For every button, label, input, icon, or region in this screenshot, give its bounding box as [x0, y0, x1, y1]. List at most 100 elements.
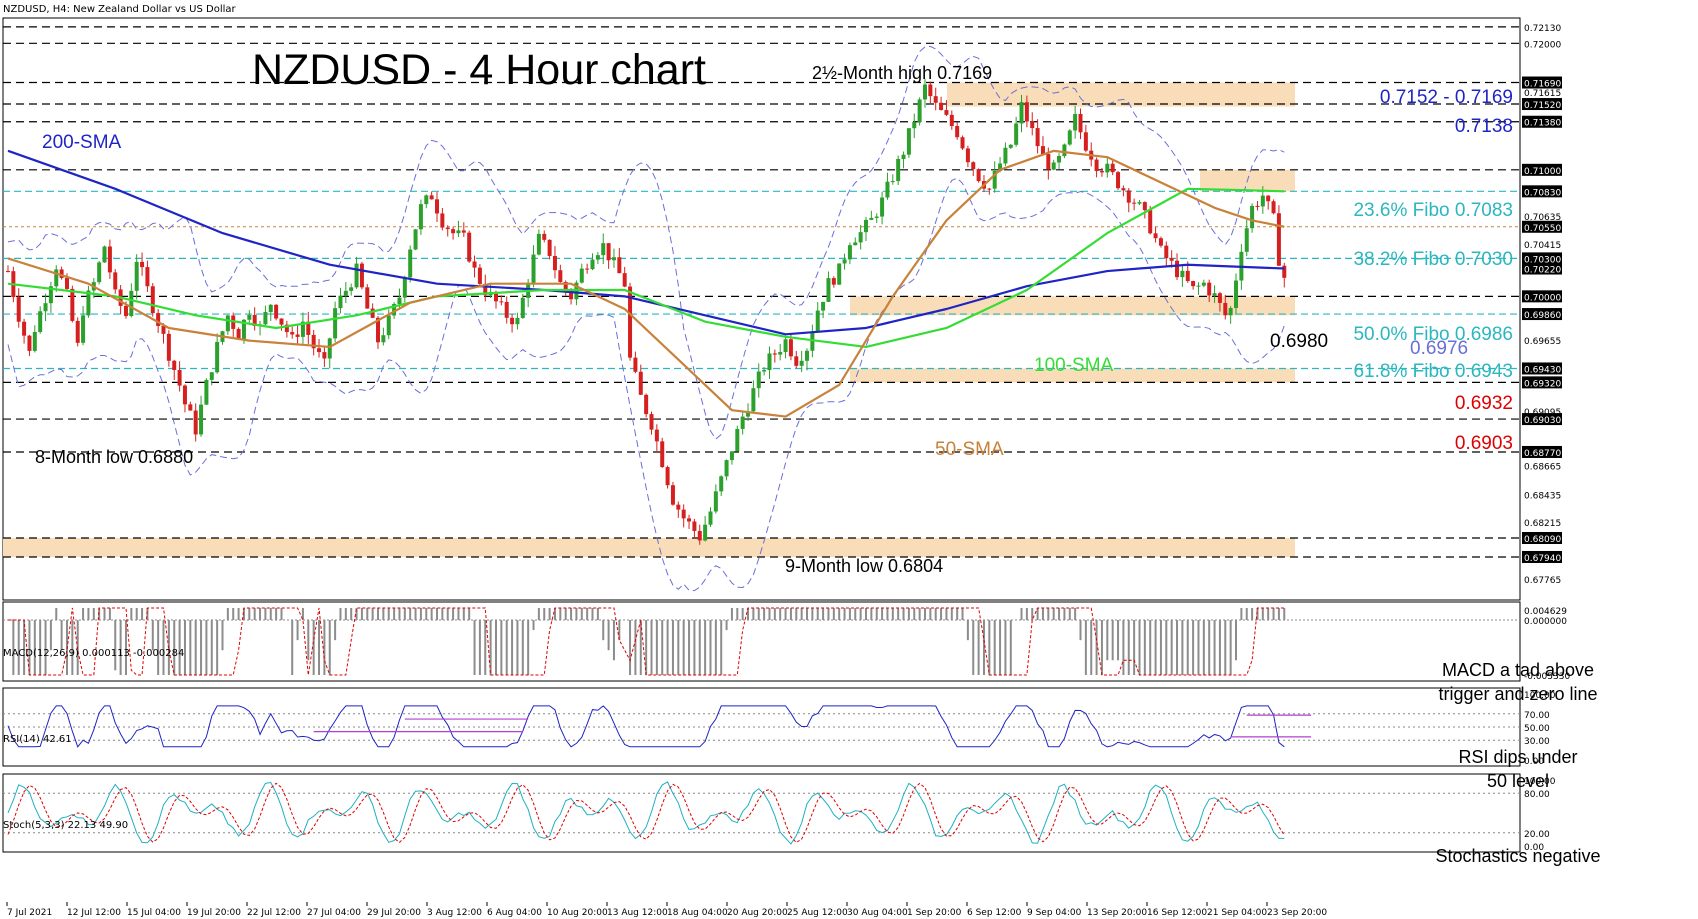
tick-highlight-14 [1522, 308, 1562, 321]
candle-body-219 [1180, 270, 1185, 278]
candle-body-67 [365, 287, 370, 309]
candle-body-204 [1099, 171, 1104, 173]
candle-body-180 [971, 162, 976, 170]
candle-body-175 [944, 110, 949, 115]
candle-body-5 [32, 332, 37, 351]
tick-highlight-20 [1522, 445, 1562, 458]
candle-body-2 [16, 297, 21, 322]
candle-body-43 [236, 328, 241, 340]
candle-body-100 [542, 233, 547, 240]
rsi-tick-3: 30.00 [1524, 737, 1550, 747]
candle-body-125 [676, 504, 681, 510]
x-label-14: 30 Aug 04:00 [847, 908, 908, 918]
candle-body-32 [177, 369, 182, 386]
candle-body-193 [1040, 146, 1045, 155]
candle-body-20 [113, 272, 118, 290]
candle-body-198 [1067, 130, 1072, 145]
tick-label-18: 0.69095 [1524, 408, 1561, 418]
low-6980-label: 0.6980 [1270, 331, 1328, 352]
candle-body-144 [778, 351, 783, 355]
candle-body-19 [107, 246, 112, 273]
candle-body-220 [1185, 270, 1190, 282]
tick-label-19: 0.69030 [1524, 416, 1561, 426]
candle-body-109 [590, 259, 595, 270]
candle-body-35 [193, 410, 198, 435]
stoch-d-line [7, 782, 1285, 844]
candle-body-170 [917, 99, 922, 123]
candle-body-141 [762, 370, 767, 372]
tick-label-8: 0.70635 [1524, 213, 1561, 223]
candle-body-83 [451, 229, 456, 234]
candle-body-161 [869, 217, 874, 220]
tick-label-12: 0.70220 [1524, 266, 1561, 276]
candle-body-149 [805, 350, 810, 361]
candle-body-184 [992, 170, 997, 189]
candle-body-87 [472, 261, 477, 268]
candle-body-81 [440, 213, 445, 228]
candle-body-88 [477, 267, 482, 284]
candle-body-8 [48, 286, 53, 304]
tick-highlight-6 [1522, 163, 1562, 176]
candle-body-169 [912, 122, 917, 129]
candle-body-60 [327, 338, 332, 359]
tick-highlight-9 [1522, 220, 1562, 233]
candle-body-95 [515, 317, 520, 325]
candle-body-64 [349, 287, 354, 291]
tick-highlight-2 [1522, 76, 1562, 89]
level-6903-label: 0.6903 [1455, 433, 1513, 454]
candle-body-221 [1191, 281, 1196, 287]
symbol-info: NZDUSD, H4: New Zealand Dollar vs US Dol… [3, 4, 237, 15]
candle-body-116 [628, 286, 633, 358]
tick-label-3: 0.71615 [1524, 89, 1561, 99]
candle-body-94 [510, 317, 515, 325]
x-label-5: 27 Jul 04:00 [307, 908, 361, 918]
tick-label-25: 0.67940 [1524, 554, 1561, 564]
candle-body-195 [1051, 162, 1056, 170]
high-2-5-month-label: 2½-Month high 0.7169 [812, 63, 992, 83]
candle-body-61 [333, 308, 338, 339]
tick-label-7: 0.70830 [1524, 188, 1561, 198]
candle-body-58 [317, 348, 322, 353]
candle-body-48 [263, 312, 268, 325]
candle-body-158 [853, 242, 858, 246]
zone-top-label: 0.7152 - 0.7169 [1380, 87, 1513, 108]
indicator-frame-1 [2, 687, 1521, 767]
candle-body-74 [402, 277, 407, 298]
bollinger-upper [7, 45, 1285, 440]
tick-label-9: 0.70550 [1524, 224, 1561, 234]
candle-body-98 [531, 254, 536, 283]
rsi-tick-1: 70.00 [1524, 711, 1550, 721]
rsi-tick-2: 50.00 [1524, 724, 1550, 734]
candle-body-63 [343, 290, 348, 296]
tick-label-23: 0.68215 [1524, 519, 1561, 529]
macd-title: MACD(12,26,9) 0.000113 -0.000284 [3, 648, 184, 659]
bollinger-bands [7, 45, 1285, 592]
candle-body-93 [504, 301, 509, 318]
candle-body-38 [209, 372, 214, 380]
candle-body-203 [1094, 159, 1099, 172]
sma200-label: 200-SMA [42, 132, 122, 153]
rsi-tick-0: 100.00 [1524, 691, 1556, 701]
candle-body-13 [75, 320, 80, 343]
candle-body-227 [1223, 302, 1228, 316]
tick-highlight-25 [1522, 550, 1562, 563]
x-label-13: 25 Aug 12:00 [787, 908, 848, 918]
stoch-tick-3: 0.00 [1524, 843, 1544, 853]
candle-body-82 [445, 227, 450, 230]
candle-body-65 [354, 263, 359, 288]
candle-body-200 [1078, 113, 1083, 133]
candle-body-155 [837, 263, 842, 285]
candle-body-85 [461, 230, 466, 233]
candle-body-208 [1121, 188, 1126, 191]
candle-body-225 [1212, 293, 1217, 296]
candle-body-162 [874, 216, 879, 218]
indicator-frame-0 [2, 601, 1521, 682]
candle-body-122 [660, 441, 665, 468]
x-label-12: 20 Aug 20:00 [727, 908, 788, 918]
candle-body-140 [756, 371, 761, 389]
tick-label-13: 0.70000 [1524, 293, 1561, 303]
stoch-k-line [7, 781, 1285, 845]
candle-body-166 [896, 158, 901, 182]
macd-tick-2: -0.005330 [1524, 672, 1570, 682]
